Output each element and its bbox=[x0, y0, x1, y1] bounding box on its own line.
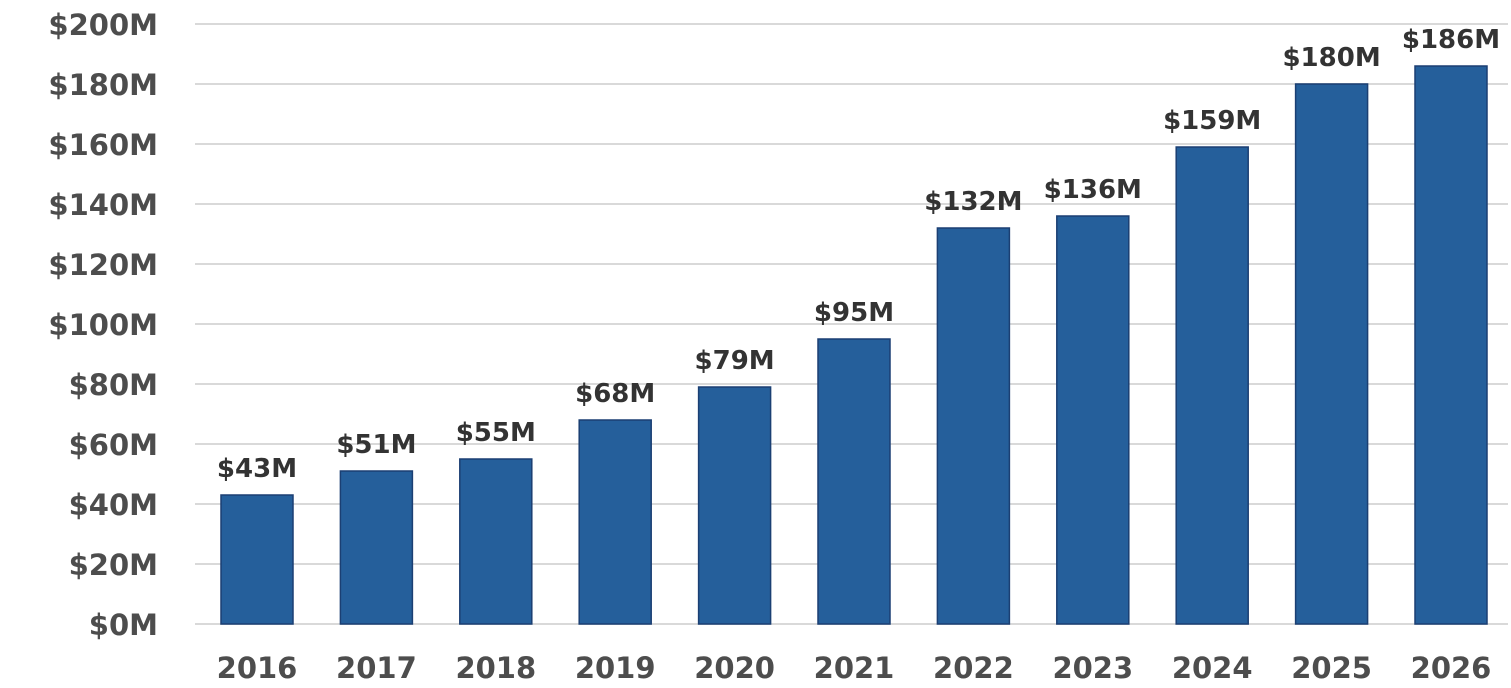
data-label: $136M bbox=[1044, 175, 1142, 205]
x-axis-tick-labels: 2016 2017 2018 2019 2020 2021 2022 2023 2024 2025… bbox=[217, 651, 1492, 685]
x-tick-label: 2021 bbox=[814, 651, 895, 685]
y-tick-label: $200M bbox=[48, 8, 158, 42]
y-tick-label: $0M bbox=[89, 608, 158, 642]
x-tick-label: 2017 bbox=[336, 651, 417, 685]
bar-2025 bbox=[1294, 83, 1369, 625]
x-tick-label: 2025 bbox=[1291, 651, 1372, 685]
bar-2016 bbox=[220, 494, 294, 625]
y-tick-label: $20M bbox=[69, 548, 158, 582]
data-label: $180M bbox=[1282, 43, 1380, 73]
y-tick-label: $140M bbox=[48, 188, 158, 222]
y-tick-label: $180M bbox=[48, 68, 158, 102]
data-labels: $43M $51M $55M $68M $79M $95M $132M $136M $159M $… bbox=[217, 25, 1500, 484]
y-tick-label: $40M bbox=[69, 488, 158, 522]
x-tick-label: 2019 bbox=[575, 651, 656, 685]
data-label: $68M bbox=[575, 379, 655, 409]
x-tick-label: 2026 bbox=[1411, 651, 1492, 685]
data-label: $51M bbox=[336, 430, 416, 460]
data-label: $159M bbox=[1163, 106, 1261, 136]
data-label: $95M bbox=[814, 298, 894, 328]
bar-2024 bbox=[1175, 146, 1249, 625]
bar-2018 bbox=[459, 458, 533, 625]
bar-2020 bbox=[697, 386, 772, 625]
bar-2026 bbox=[1414, 65, 1488, 625]
bars bbox=[220, 65, 1488, 625]
x-tick-label: 2022 bbox=[933, 651, 1014, 685]
y-tick-label: $80M bbox=[69, 368, 158, 402]
x-tick-label: 2023 bbox=[1052, 651, 1133, 685]
x-tick-label: 2016 bbox=[217, 651, 298, 685]
bar-2021 bbox=[817, 338, 891, 625]
data-label: $79M bbox=[695, 346, 775, 376]
data-label: $55M bbox=[456, 418, 536, 448]
y-axis-tick-labels: $0M $20M $40M $60M $80M $100M $120M $140M $160M $… bbox=[48, 8, 158, 642]
y-tick-label: $60M bbox=[69, 428, 158, 462]
y-tick-label: $120M bbox=[48, 248, 158, 282]
bar-2017 bbox=[339, 470, 414, 625]
y-tick-label: $160M bbox=[48, 128, 158, 162]
x-tick-label: 2024 bbox=[1172, 651, 1253, 685]
bar-2022 bbox=[936, 227, 1011, 625]
bar-2023 bbox=[1056, 215, 1130, 625]
y-tick-label: $100M bbox=[48, 308, 158, 342]
bar-2019 bbox=[578, 419, 652, 625]
data-label: $43M bbox=[217, 454, 297, 484]
x-tick-label: 2020 bbox=[694, 651, 775, 685]
x-tick-label: 2018 bbox=[455, 651, 536, 685]
data-label: $132M bbox=[924, 187, 1022, 217]
data-label: $186M bbox=[1402, 25, 1500, 55]
